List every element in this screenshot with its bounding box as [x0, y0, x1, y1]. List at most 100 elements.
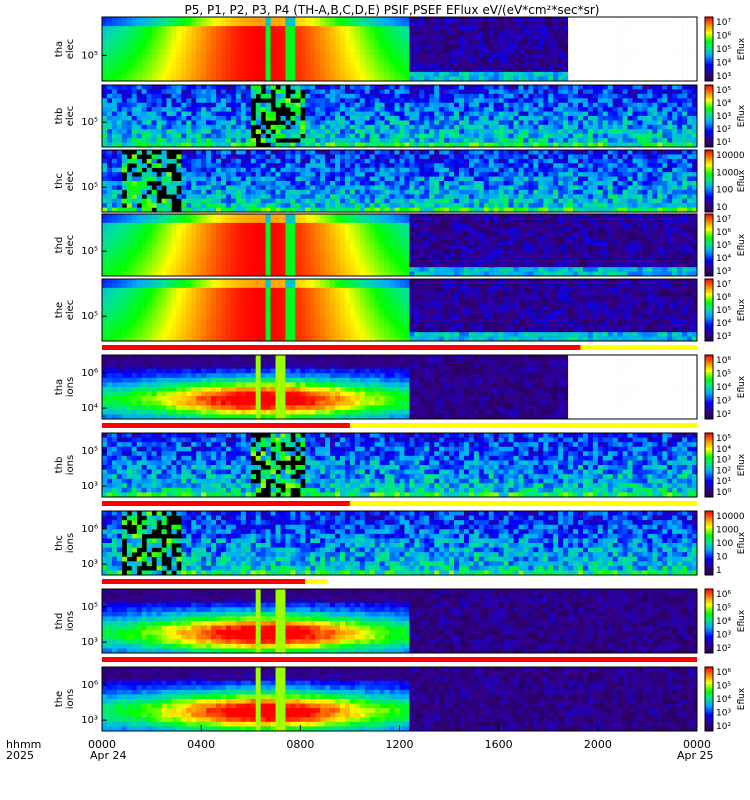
heatmap-cell	[667, 44, 673, 50]
heatmap-cell	[225, 207, 232, 213]
heatmap-cell	[221, 89, 227, 95]
heatmap-cell	[325, 138, 331, 143]
heatmap-cell	[201, 158, 207, 164]
heatmap-cell	[692, 154, 698, 160]
heatmap-cell	[270, 154, 276, 160]
heatmap-cell	[553, 85, 559, 90]
heatmap-cell	[677, 172, 683, 177]
heatmap-cell	[687, 26, 693, 32]
heatmap-cell	[657, 181, 663, 186]
heatmap-cell	[315, 116, 321, 121]
heatmap-cell	[310, 203, 316, 208]
heatmap-cell	[533, 62, 539, 68]
heatmap-cell	[359, 194, 366, 200]
heatmap-cell	[454, 76, 460, 82]
heatmap-cell	[330, 203, 336, 208]
heatmap-cell	[181, 67, 187, 73]
heatmap-cell	[573, 93, 579, 99]
heatmap-cell	[265, 107, 271, 112]
heatmap-cell	[111, 124, 118, 130]
heatmap-cell	[225, 129, 232, 135]
heatmap-cell	[632, 39, 638, 45]
heatmap-cell	[225, 194, 232, 200]
heatmap-cell	[503, 62, 509, 68]
heatmap-cell	[592, 71, 599, 77]
heatmap-cell	[429, 35, 435, 41]
heatmap-cell	[682, 198, 688, 204]
heatmap-cell	[161, 30, 167, 36]
heatmap-cell	[394, 49, 400, 54]
heatmap-cell	[310, 116, 316, 121]
heatmap-cell	[191, 67, 197, 73]
heatmap-cell	[240, 71, 247, 77]
heatmap-cell	[340, 17, 346, 22]
heatmap-cell	[642, 120, 648, 126]
heatmap-cell	[359, 142, 366, 148]
heatmap-cell	[225, 21, 232, 27]
heatmap-cell	[543, 124, 549, 130]
heatmap-cell	[573, 30, 579, 36]
heatmap-cell	[647, 142, 653, 148]
heatmap-cell	[444, 71, 450, 77]
heatmap-cell	[285, 71, 291, 77]
heatmap-cell	[310, 58, 316, 64]
heatmap-cell	[468, 35, 475, 41]
heatmap-cell	[508, 89, 514, 95]
heatmap-cell	[106, 62, 113, 68]
heatmap-cell	[513, 58, 519, 64]
heatmap-cell	[295, 17, 301, 22]
heatmap-cell	[404, 172, 410, 177]
heatmap-cell	[662, 89, 668, 95]
heatmap-cell	[384, 124, 390, 130]
heatmap-cell	[429, 129, 435, 135]
heatmap-cell	[216, 53, 222, 59]
heatmap-cell	[488, 158, 495, 164]
heatmap-cell	[662, 172, 668, 177]
heatmap-cell	[419, 203, 425, 208]
heatmap-cell	[240, 189, 247, 195]
heatmap-cell	[206, 163, 212, 169]
heatmap-cell	[325, 44, 331, 50]
heatmap-cell	[106, 167, 113, 173]
heatmap-cell	[315, 142, 321, 148]
heatmap-cell	[647, 194, 653, 200]
heatmap-cell	[136, 76, 142, 82]
heatmap-cell	[513, 194, 519, 200]
heatmap-cell	[657, 93, 663, 99]
heatmap-cell	[637, 53, 643, 59]
heatmap-cell	[126, 129, 133, 135]
heatmap-cell	[483, 158, 490, 164]
heatmap-cell	[166, 203, 172, 208]
heatmap-cell	[513, 133, 519, 139]
heatmap-cell	[151, 67, 157, 73]
heatmap-cell	[523, 62, 529, 68]
heatmap-cell	[617, 89, 623, 95]
heatmap-cell	[667, 21, 673, 27]
heatmap-cell	[111, 44, 118, 50]
heatmap-cell	[176, 98, 182, 104]
heatmap-cell	[305, 158, 311, 164]
heatmap-cell	[206, 67, 212, 73]
heatmap-cell	[320, 203, 326, 208]
heatmap-cell	[211, 176, 217, 182]
heatmap-cell	[553, 98, 559, 104]
heatmap-cell	[424, 129, 430, 135]
heatmap-cell	[344, 21, 351, 27]
heatmap-cell	[657, 154, 663, 160]
heatmap-cell	[488, 150, 495, 155]
heatmap-cell	[146, 102, 152, 108]
heatmap-cell	[533, 167, 539, 173]
heatmap-cell	[483, 194, 490, 200]
heatmap-cell	[315, 89, 321, 95]
heatmap-cell	[582, 17, 589, 22]
heatmap-cell	[384, 203, 390, 208]
heatmap-cell	[592, 185, 599, 191]
heatmap-cell	[587, 49, 594, 54]
heatmap-cell	[206, 207, 212, 213]
heatmap-cell	[270, 62, 276, 68]
heatmap-cell	[493, 30, 499, 36]
heatmap-cell	[344, 39, 351, 45]
heatmap-cell	[647, 62, 653, 68]
heatmap-cell	[146, 176, 152, 182]
heatmap-cell	[186, 58, 192, 64]
